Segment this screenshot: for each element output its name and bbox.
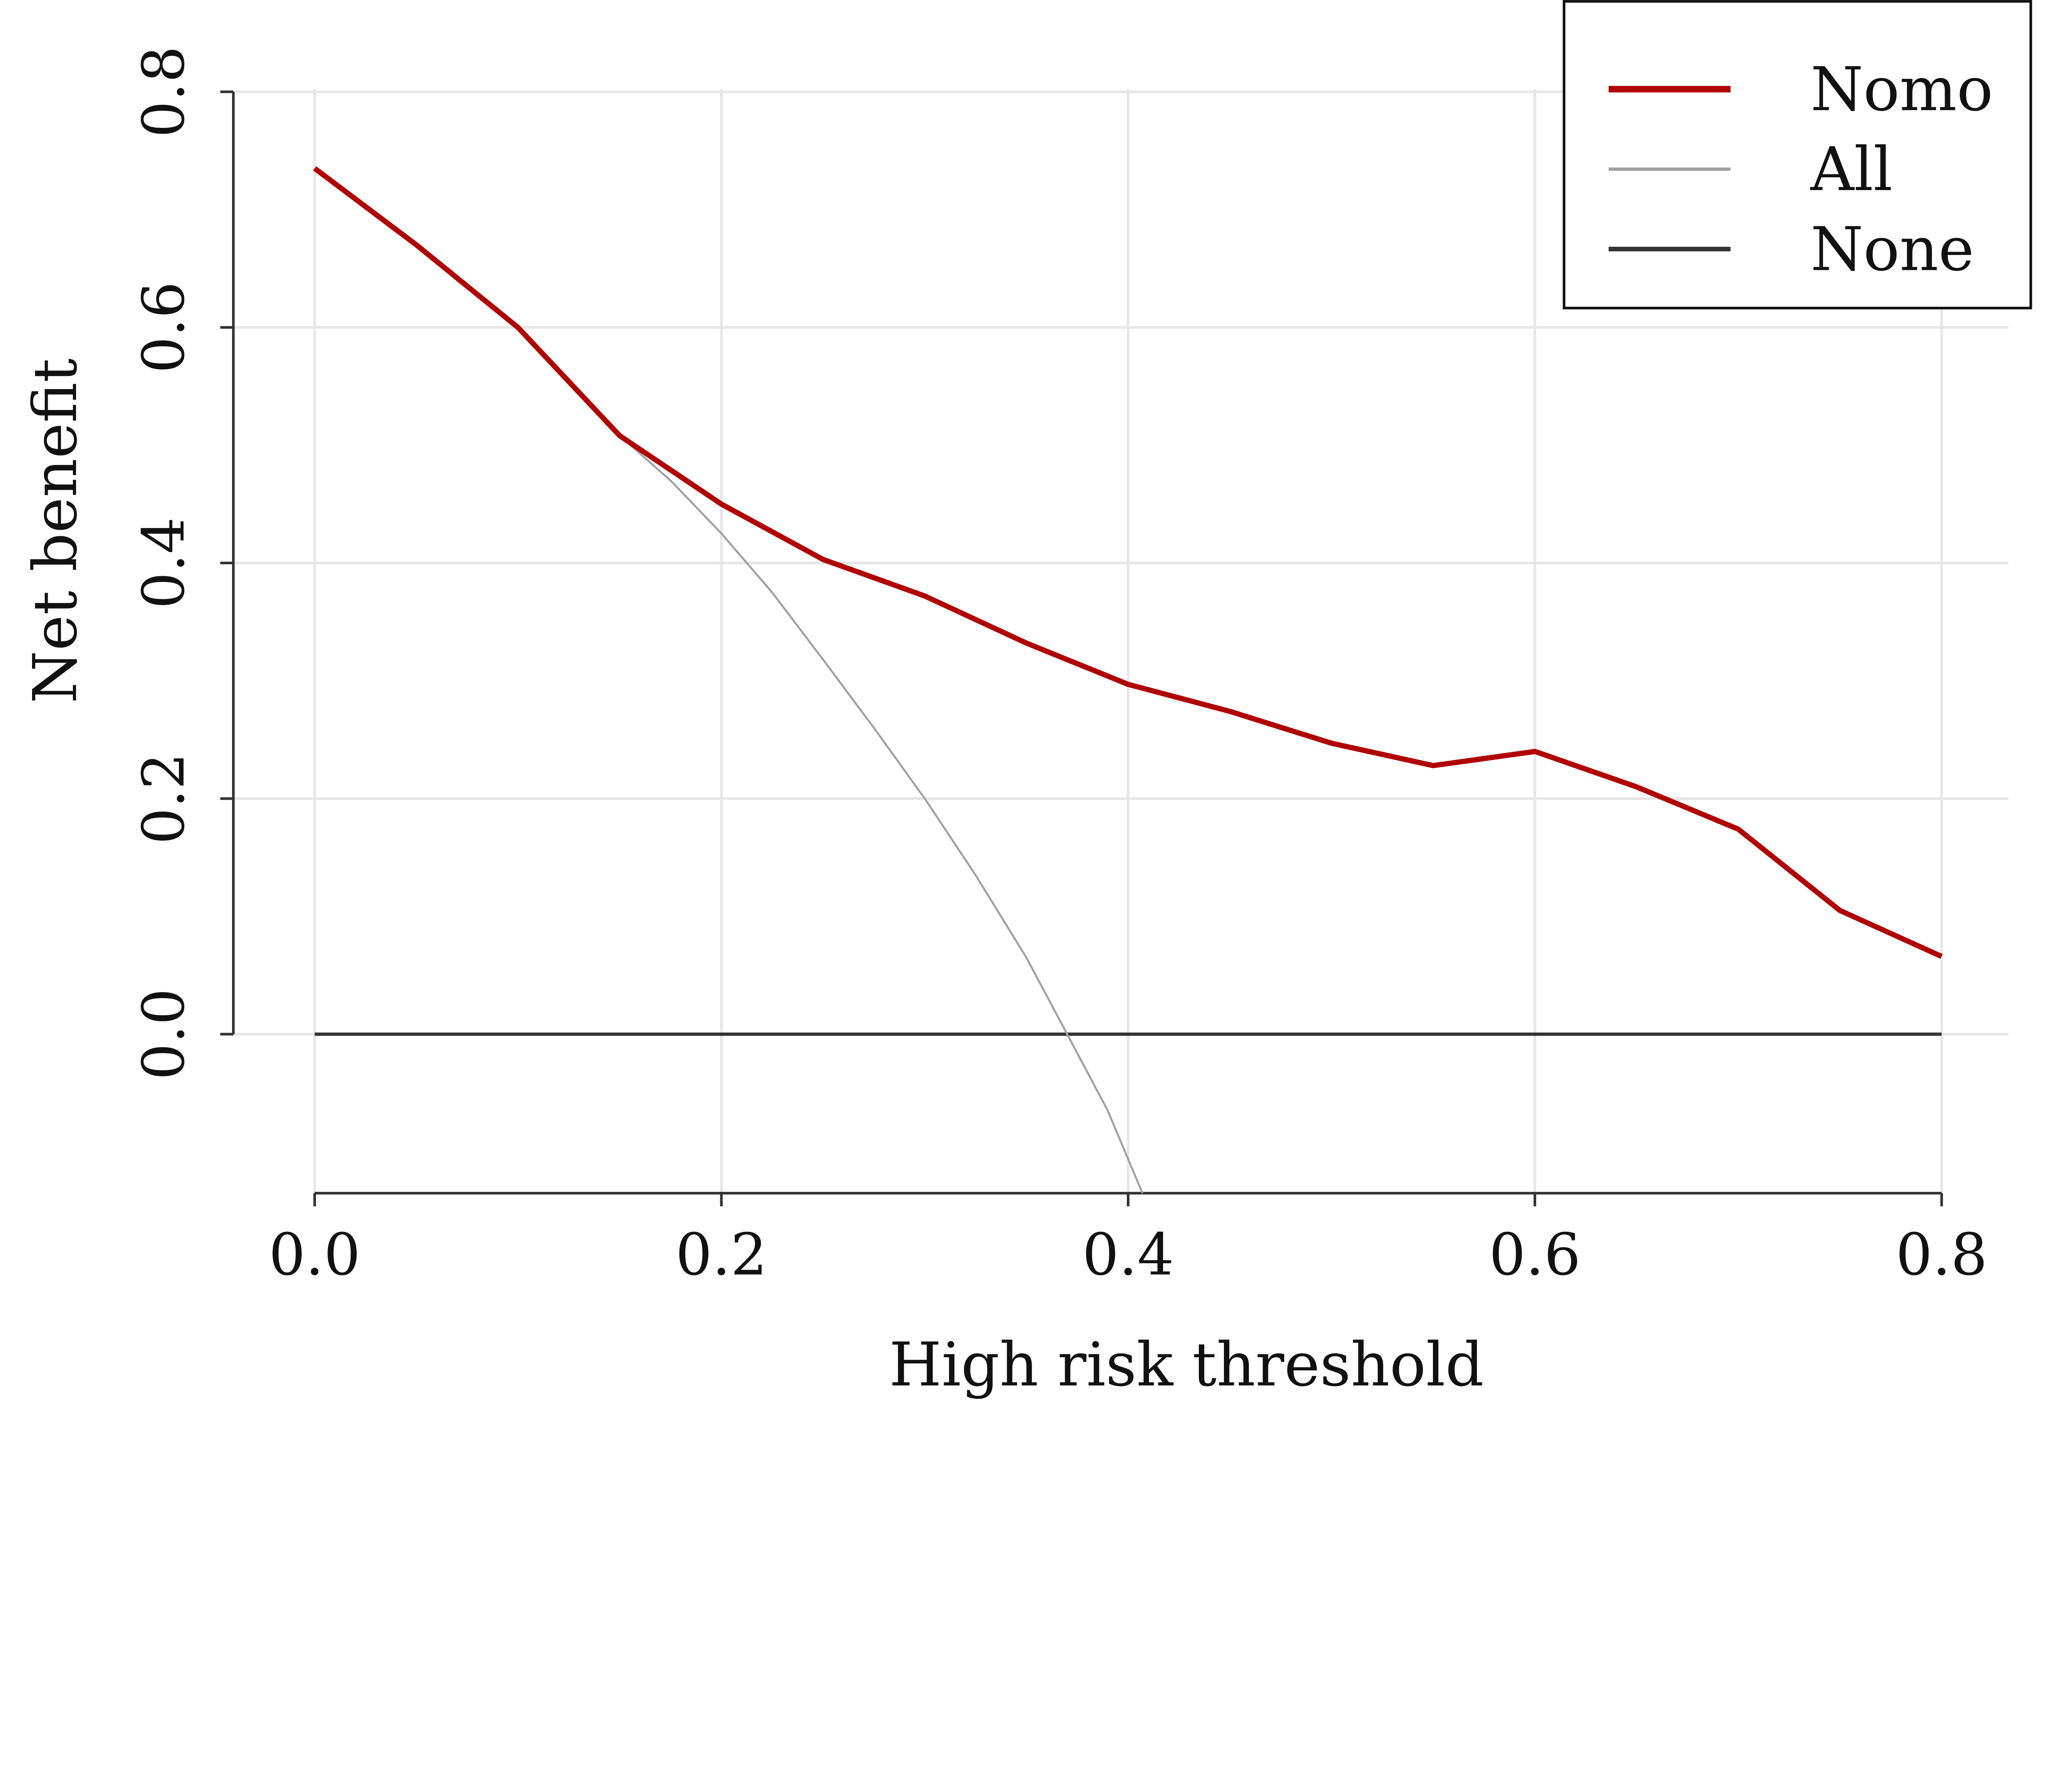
- y-axis-label: Net benefit: [20, 358, 91, 703]
- y-tick-label: 0.2: [130, 753, 197, 844]
- series-line-all: [619, 435, 1144, 1194]
- legend: Nomo All None: [1562, 0, 2032, 310]
- y-tick-label: 0.4: [130, 517, 197, 609]
- x-tick-label: 0.0: [269, 1222, 360, 1289]
- x-axis-label: High risk threshold: [889, 1330, 1484, 1400]
- axes: 0.0 0.2 0.4 0.6 0.8 0.0 0.2 0.4 0.6 0.8: [130, 46, 1987, 1289]
- legend-label-nomo: Nomo: [1811, 54, 1993, 125]
- x-tick-label: 0.6: [1489, 1222, 1581, 1289]
- x-tick-label: 0.8: [1896, 1222, 1987, 1289]
- x-tick-label: 0.2: [676, 1222, 767, 1289]
- series-line-nomo: [313, 166, 1943, 959]
- y-tick-label: 0.0: [130, 988, 197, 1080]
- legend-label-all: All: [1810, 134, 1893, 204]
- series-lines: [313, 166, 1943, 1194]
- legend-items: Nomo All None: [1609, 54, 1993, 285]
- decision-curve-chart: 0.0 0.2 0.4 0.6 0.8 0.0 0.2 0.4 0.6 0.8 High risk…: [20, 0, 2032, 1400]
- x-tick-label: 0.4: [1082, 1222, 1174, 1289]
- y-tick-label: 0.6: [130, 282, 197, 373]
- legend-box: [1562, 0, 2032, 310]
- legend-label-none: None: [1811, 214, 1974, 285]
- y-tick-label: 0.8: [130, 46, 197, 138]
